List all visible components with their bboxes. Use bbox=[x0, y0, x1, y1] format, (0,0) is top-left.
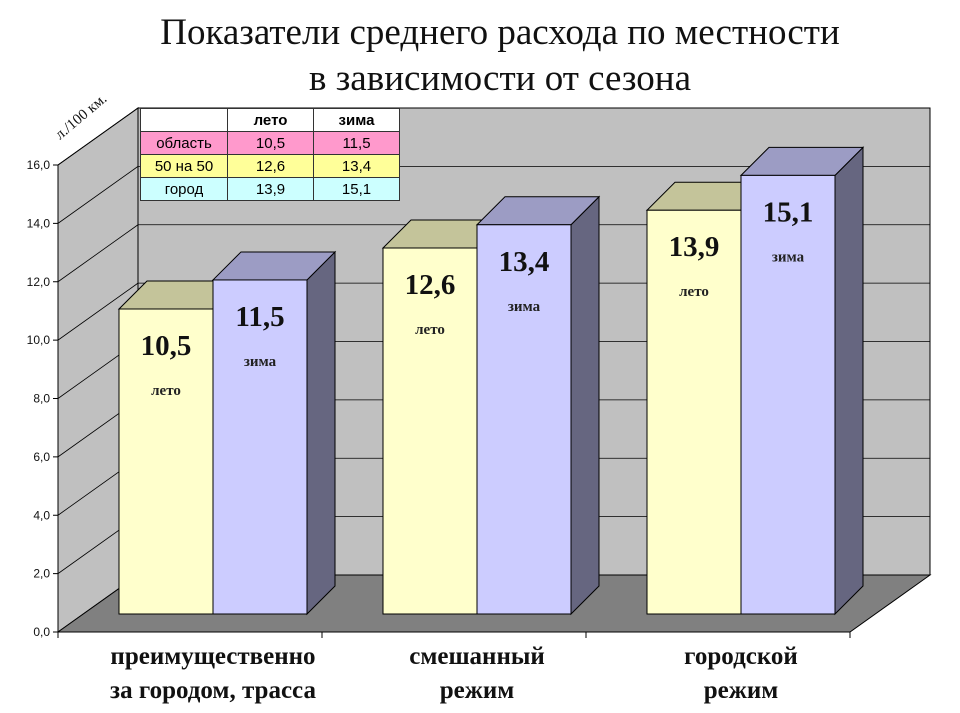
bar-лето bbox=[382, 247, 478, 615]
y-tick-label: 16,0 bbox=[27, 158, 51, 172]
x-category-label: режим bbox=[440, 677, 515, 704]
table-row-label: область bbox=[140, 131, 228, 155]
bar-лето bbox=[646, 209, 742, 615]
x-category-label: режим bbox=[704, 677, 779, 704]
bar-value-label: 10,5 bbox=[141, 330, 192, 362]
table-header-cell: лето bbox=[227, 108, 314, 132]
y-tick-label: 10,0 bbox=[27, 333, 51, 347]
table-cell: 11,5 bbox=[313, 131, 400, 155]
bar-side-зима bbox=[834, 146, 864, 616]
table-row-label: 50 на 50 bbox=[140, 154, 228, 178]
table-cell: 10,5 bbox=[227, 131, 314, 155]
data-table: лето зима область 10,5 11,5 50 на 50 12,… bbox=[140, 108, 400, 201]
x-category-label: за городом, трасса bbox=[110, 677, 316, 704]
table-header-cell: зима bbox=[313, 108, 400, 132]
table-header-cell bbox=[140, 108, 228, 132]
bar-зима bbox=[740, 174, 836, 615]
y-tick-label: 4,0 bbox=[33, 508, 50, 522]
table-cell: 15,1 bbox=[313, 177, 400, 201]
bar-series-label: лето bbox=[415, 322, 445, 338]
gridline bbox=[57, 166, 139, 224]
gridline bbox=[57, 224, 139, 283]
table-cell: 13,4 bbox=[313, 154, 400, 178]
bar-value-label: 13,4 bbox=[499, 246, 550, 278]
bar-value-label: 15,1 bbox=[763, 196, 814, 228]
y-tick-label: 14,0 bbox=[27, 216, 51, 230]
x-category-label: городской bbox=[684, 643, 798, 670]
bar-side-зима bbox=[306, 250, 336, 616]
table-row: 50 на 50 12,6 13,4 bbox=[140, 154, 400, 178]
bar-зима bbox=[476, 224, 572, 615]
y-tick-label: 6,0 bbox=[33, 450, 50, 464]
chart-title-line-2: в зависимости от сезона bbox=[308, 58, 692, 99]
x-category-label: преимущественно bbox=[110, 643, 315, 670]
bar-series-label: лето bbox=[679, 284, 709, 300]
x-category-label: смешанный bbox=[409, 643, 545, 670]
bar-зима bbox=[212, 279, 308, 615]
table-cell: 13,9 bbox=[227, 177, 314, 201]
gridline bbox=[57, 282, 139, 341]
y-tick-label: 12,0 bbox=[27, 275, 51, 289]
bar-series-label: зима bbox=[244, 354, 277, 370]
chart-title: Показатели среднего расхода по местности… bbox=[0, 10, 960, 102]
bar-series-label: лето bbox=[151, 383, 181, 399]
bar-series-label: зима bbox=[508, 299, 541, 315]
table-row-label: город bbox=[140, 177, 228, 201]
y-tick-label: 8,0 bbox=[33, 392, 50, 406]
chart-title-line-1: Показатели среднего расхода по местности bbox=[160, 12, 840, 53]
table-row: область 10,5 11,5 bbox=[140, 131, 400, 155]
bar-series-label: зима bbox=[772, 249, 805, 265]
table-header-row: лето зима bbox=[140, 108, 400, 132]
bar-value-label: 12,6 bbox=[405, 269, 456, 301]
bar-лето bbox=[118, 308, 214, 615]
table-cell: 12,6 bbox=[227, 154, 314, 178]
table-row: город 13,9 15,1 bbox=[140, 177, 400, 201]
gridline bbox=[57, 107, 139, 166]
y-tick-label: 0,0 bbox=[33, 625, 50, 639]
bar-value-label: 11,5 bbox=[235, 301, 284, 333]
bar-value-label: 13,9 bbox=[669, 231, 720, 263]
bar-side-зима bbox=[570, 195, 600, 616]
y-tick-label: 2,0 bbox=[33, 567, 50, 581]
